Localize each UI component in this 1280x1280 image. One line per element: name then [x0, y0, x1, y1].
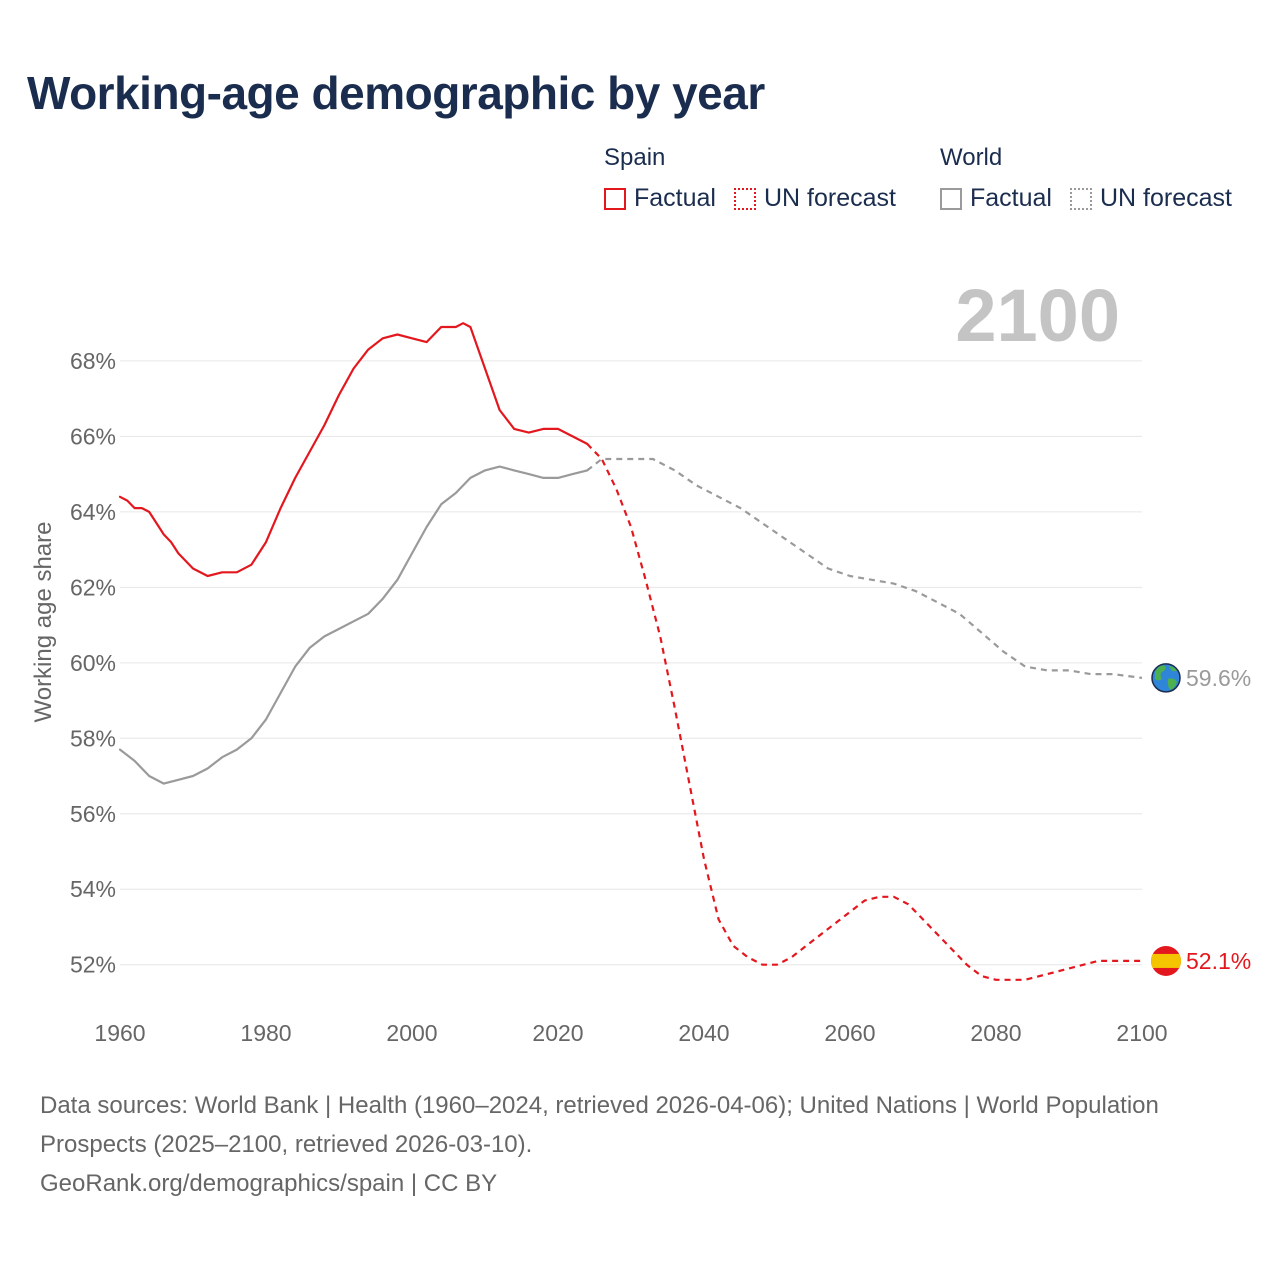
y-tick-label: 58% — [70, 725, 116, 751]
x-tick-label: 2040 — [678, 1020, 729, 1046]
y-tick-label: 64% — [70, 499, 116, 525]
end-value-label-world: 59.6% — [1186, 665, 1251, 691]
spain-flag-icon — [1151, 945, 1181, 976]
legend-spain-label: Spain — [604, 144, 666, 171]
legend-spain: Spain Factual UN forecast — [604, 144, 914, 213]
legend-spain-factual-label: Factual — [634, 184, 716, 212]
legend-swatch-spain-forecast — [733, 187, 756, 210]
data-sources: Data sources: World Bank | Health (1960–… — [40, 1092, 1159, 1158]
x-tick-label: 2080 — [970, 1020, 1021, 1046]
current-year-label: 2100 — [955, 274, 1120, 357]
legend-swatch-world-factual — [940, 187, 962, 210]
legend-world-label: World — [940, 144, 1003, 171]
credit-link[interactable]: GeoRank.org/demographics/spain | CC BY — [40, 1170, 498, 1197]
y-axis-title: Working age share — [30, 522, 57, 723]
y-tick-label: 68% — [70, 348, 116, 374]
legend-world-forecast-label: UN forecast — [1099, 184, 1232, 212]
series-line-world-factual[interactable] — [118, 465, 589, 785]
legend-world-factual[interactable]: Factual — [940, 184, 1052, 213]
footer: Data sources: World Bank | Health (1960–… — [40, 1086, 1220, 1203]
legend-world-forecast[interactable]: UN forecast — [1069, 184, 1232, 213]
y-tick-label: 60% — [70, 650, 116, 676]
y-tick-label: 52% — [70, 952, 116, 978]
x-tick-label: 1980 — [240, 1020, 291, 1046]
x-tick-label: 1960 — [94, 1020, 145, 1046]
legend-world-factual-label: Factual — [970, 184, 1052, 212]
line-chart: 2100 52% 54% 56% 58% 60% 62% 64% 66% 68% 1960 1980… — [30, 274, 1251, 1046]
series-line-world-un-forecast[interactable] — [586, 457, 1143, 679]
chart-title: Working-age demographic by year — [27, 67, 765, 119]
legend-spain-forecast[interactable]: UN forecast — [733, 184, 896, 213]
y-tick-label: 54% — [70, 876, 116, 902]
x-tick-label: 2000 — [386, 1020, 437, 1046]
globe-icon — [1151, 663, 1181, 693]
legend-world: World Factual UN forecast — [940, 144, 1250, 213]
x-tick-label: 2020 — [532, 1020, 583, 1046]
legend-swatch-world-forecast — [1069, 187, 1092, 210]
y-tick-label: 56% — [70, 801, 116, 827]
x-tick-label: 2060 — [824, 1020, 875, 1046]
legend-spain-forecast-label: UN forecast — [763, 184, 896, 212]
y-tick-label: 66% — [70, 423, 116, 449]
series-line-spain-factual[interactable] — [118, 322, 589, 578]
x-tick-label: 2100 — [1116, 1020, 1167, 1046]
legend-swatch-spain-factual — [604, 187, 626, 210]
y-tick-label: 62% — [70, 574, 116, 600]
legend-spain-factual[interactable]: Factual — [604, 184, 716, 213]
end-value-label-spain: 52.1% — [1186, 948, 1251, 974]
series-line-spain-un-forecast[interactable] — [586, 443, 1142, 981]
